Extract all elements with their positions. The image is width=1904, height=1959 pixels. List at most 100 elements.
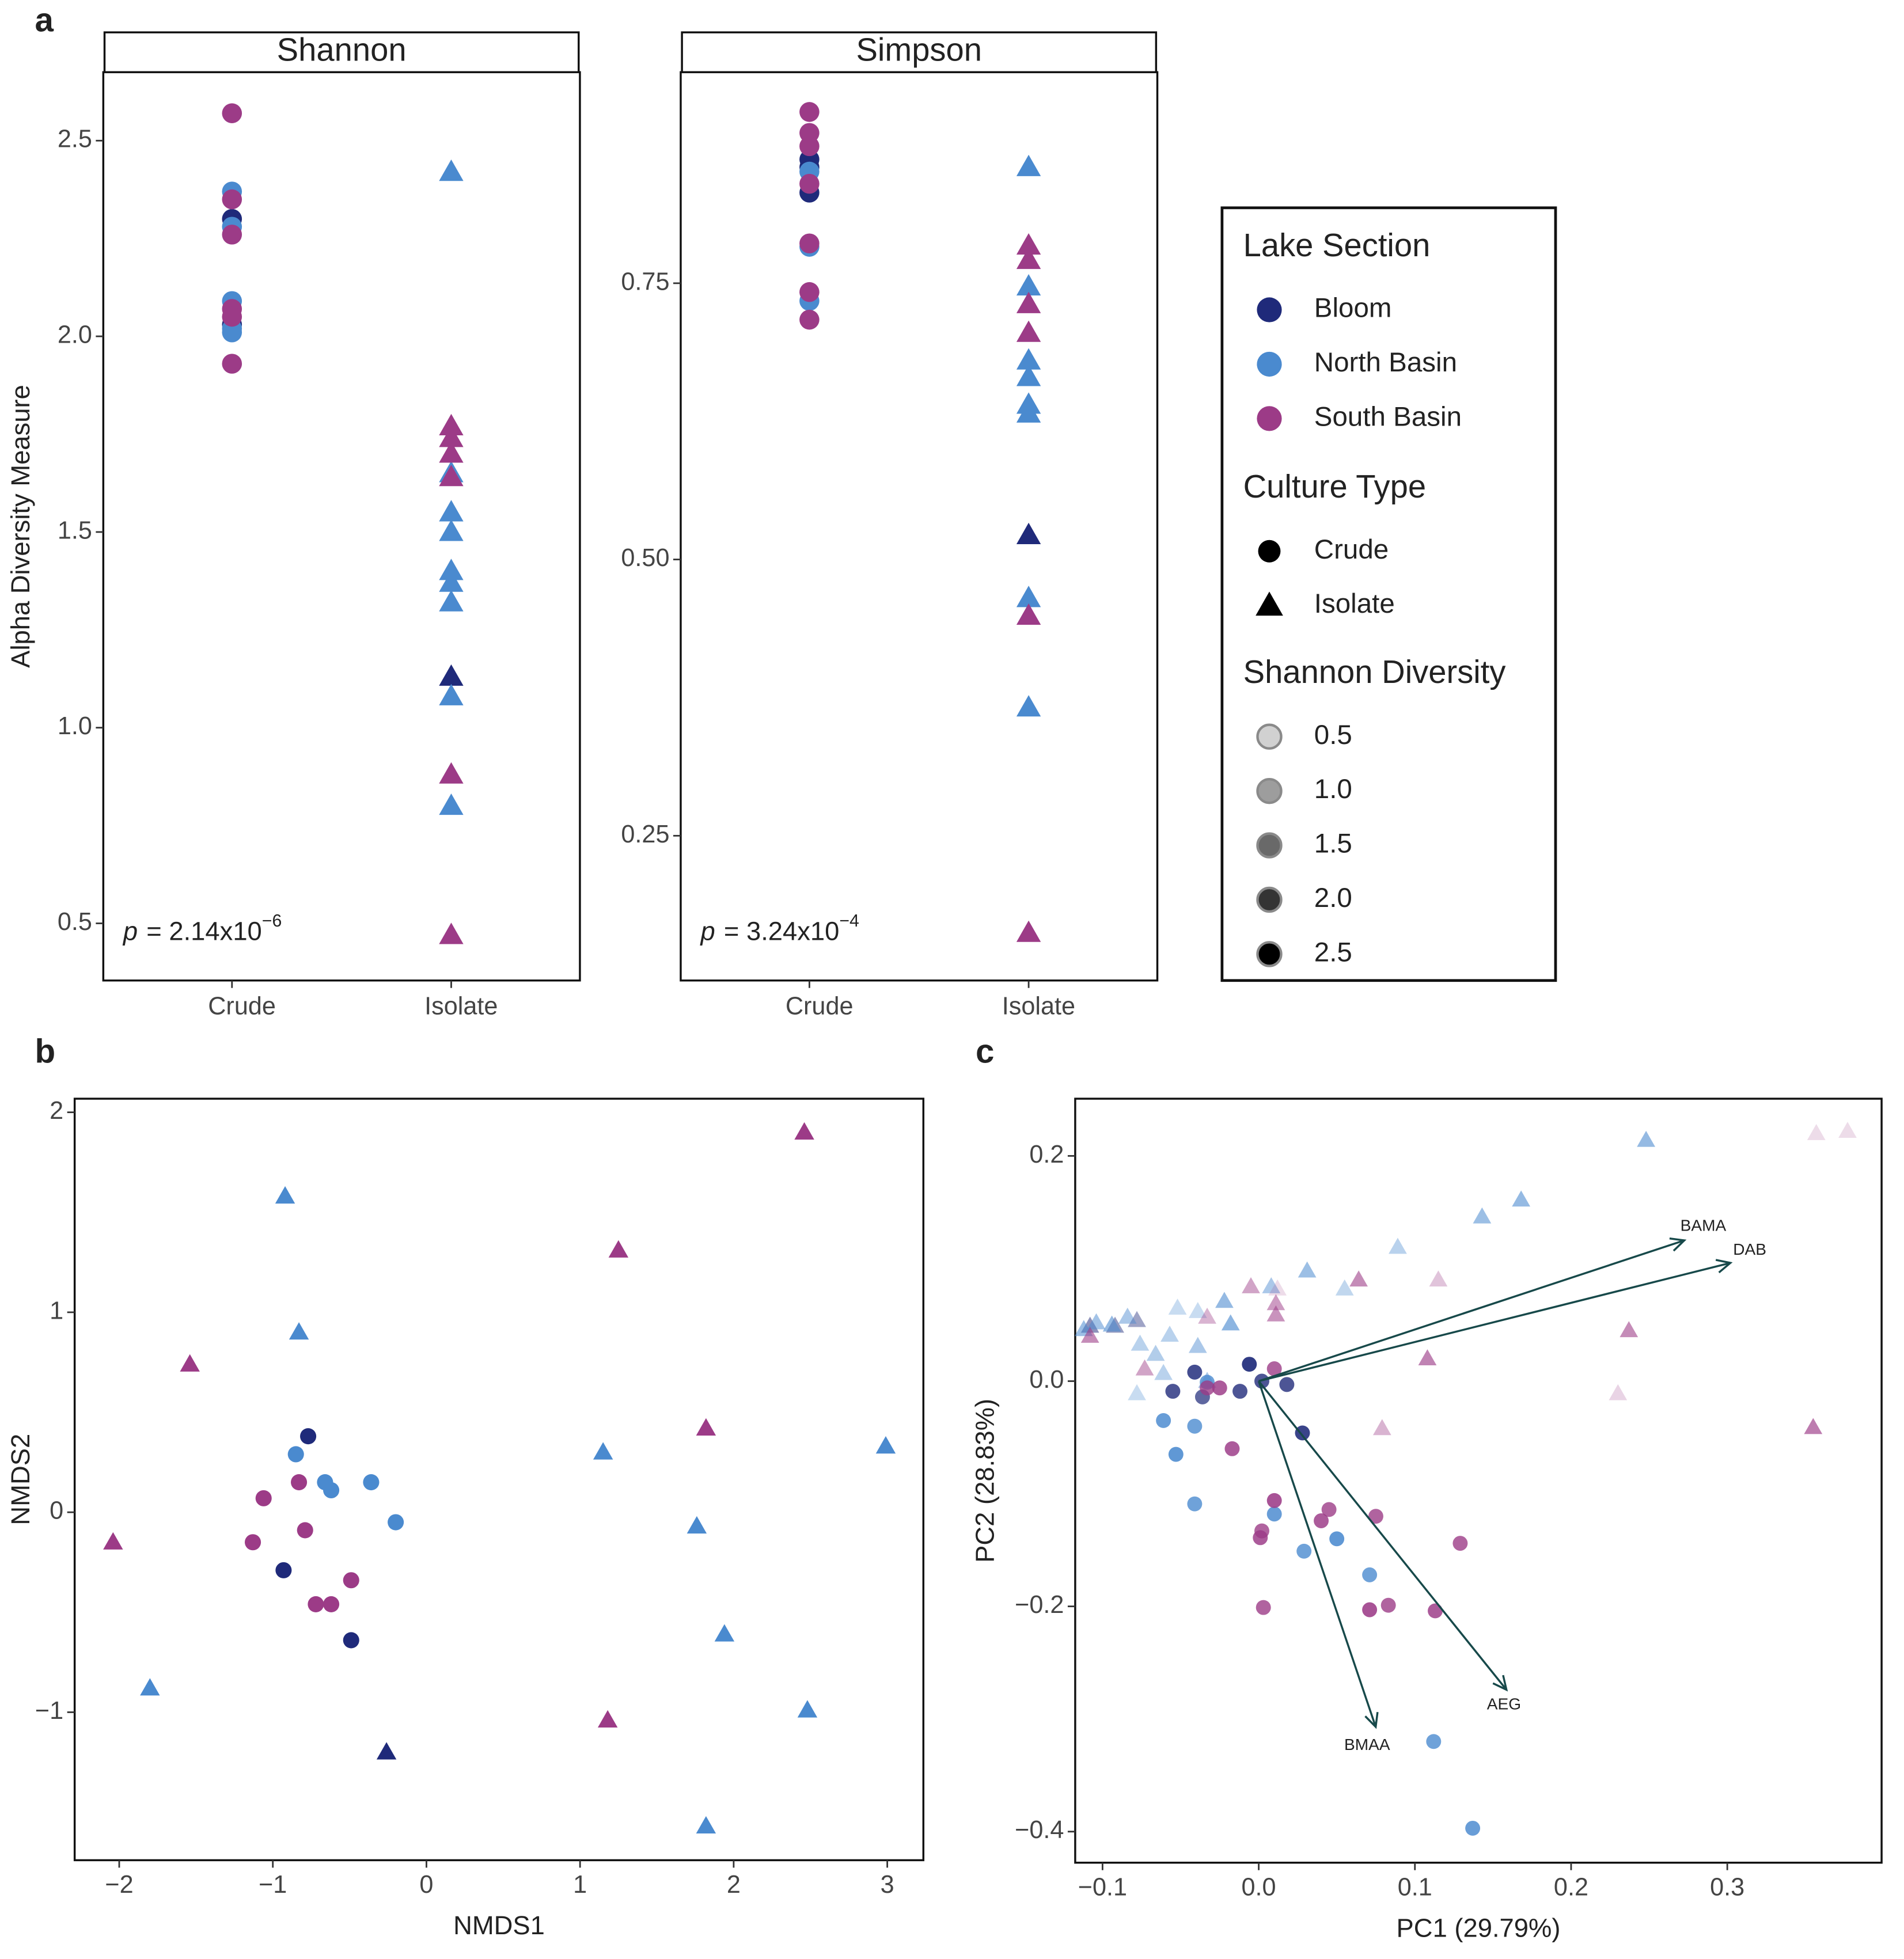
panel-label: a (35, 1, 54, 39)
point (1016, 695, 1041, 717)
point (799, 136, 820, 157)
point (1512, 1190, 1531, 1207)
point (388, 1514, 404, 1531)
point (297, 1522, 313, 1539)
point (439, 413, 464, 435)
y-tick-label: −0.4 (1015, 1816, 1064, 1844)
point (439, 500, 464, 522)
point (343, 1572, 359, 1589)
point (1279, 1377, 1295, 1392)
point (1016, 291, 1041, 313)
plot-frame (102, 71, 581, 982)
loading-arrow (1258, 1262, 1731, 1383)
point (799, 173, 820, 194)
legend-key (1258, 540, 1281, 563)
legend-label: North Basin (1314, 347, 1457, 378)
point (323, 1596, 340, 1612)
point (1266, 1361, 1282, 1376)
point (1016, 365, 1041, 386)
loading-arrow (1258, 1380, 1508, 1691)
y-tick-label: −1 (35, 1697, 63, 1725)
point (1426, 1734, 1442, 1749)
point (255, 1490, 272, 1506)
point (287, 1446, 304, 1463)
x-tick-label: 0.3 (1710, 1874, 1744, 1901)
point (1200, 1380, 1215, 1396)
point (1118, 1307, 1137, 1324)
point (376, 1742, 397, 1760)
point (323, 1482, 340, 1499)
facet-strip (681, 31, 1158, 74)
point (696, 1816, 716, 1834)
y-axis-label: PC2 (28.83%) (970, 1399, 999, 1563)
legend-key (1256, 723, 1283, 750)
x-tick-label: −0.1 (1078, 1874, 1127, 1901)
point (1266, 1305, 1285, 1322)
y-tick-label: 1.5 (58, 517, 92, 544)
point (797, 1700, 818, 1718)
point (597, 1710, 618, 1728)
point (1838, 1122, 1857, 1138)
point (593, 1442, 613, 1460)
x-tick-label: 1 (573, 1871, 587, 1899)
point (1619, 1321, 1638, 1338)
point (1135, 1359, 1154, 1376)
point (222, 354, 242, 374)
point (714, 1624, 735, 1642)
point (1314, 1513, 1329, 1528)
point (439, 426, 464, 447)
x-tick-label: 3 (881, 1871, 894, 1899)
legend-title: Lake Section (1243, 227, 1431, 263)
point (1418, 1349, 1437, 1366)
legend-key (1257, 406, 1282, 431)
point (799, 282, 820, 302)
point (1198, 1307, 1216, 1324)
legend-label: 2.5 (1314, 937, 1352, 967)
point (1609, 1384, 1628, 1400)
plot-frame (73, 1098, 925, 1862)
legend-label: Bloom (1314, 293, 1392, 324)
loading-arrow (1257, 1380, 1377, 1728)
arrow-label: AEG (1487, 1695, 1521, 1713)
point (1016, 522, 1041, 544)
point (180, 1354, 200, 1372)
loading-arrow (1258, 1239, 1685, 1383)
p-value: p = 2.14x10−6 (122, 912, 282, 946)
p-text: = 2.14x10 (146, 917, 262, 946)
y-tick-label: 2 (50, 1097, 63, 1125)
point (696, 1418, 716, 1436)
point (439, 519, 464, 541)
arrow-head (1715, 1259, 1733, 1274)
point (1168, 1299, 1187, 1315)
point (222, 103, 242, 123)
point (1087, 1313, 1106, 1330)
point (291, 1474, 308, 1491)
point (799, 102, 820, 122)
y-axis-label: Alpha Diversity Measure (6, 385, 35, 668)
plot-frame (680, 71, 1159, 982)
point (1187, 1418, 1203, 1434)
legend-label: South Basin (1314, 401, 1462, 432)
legend-key (1257, 297, 1282, 322)
p-exponent: −4 (839, 912, 859, 931)
point (222, 225, 242, 245)
legend-title: Shannon Diversity (1243, 654, 1506, 690)
point (1224, 1441, 1240, 1456)
point (1321, 1502, 1337, 1517)
point (1016, 586, 1041, 608)
x-tick-label: 0.1 (1398, 1874, 1432, 1901)
panel-label: b (35, 1033, 56, 1070)
point (1188, 1337, 1207, 1353)
legend-label: 0.5 (1314, 720, 1352, 750)
point (1080, 1327, 1099, 1343)
point (794, 1122, 814, 1140)
p-symbol: p (700, 917, 715, 946)
point (1473, 1207, 1492, 1224)
point (300, 1428, 317, 1445)
legend-label: Isolate (1314, 589, 1395, 619)
y-axis-label: NMDS2 (6, 1434, 35, 1525)
point (1329, 1531, 1345, 1547)
point (1016, 920, 1041, 942)
point (140, 1678, 160, 1696)
point (222, 306, 242, 327)
